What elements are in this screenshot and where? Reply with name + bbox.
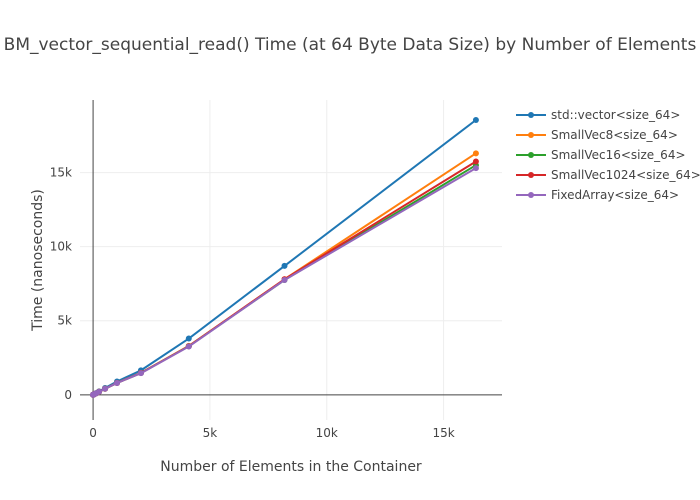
legend[interactable]: std::vector<size_64>SmallVec8<size_64>Sm… — [516, 108, 700, 202]
legend-label: FixedArray<size_64> — [551, 188, 679, 202]
data-point — [185, 343, 192, 350]
data-point — [102, 385, 109, 392]
data-point — [472, 158, 479, 165]
legend-marker-swatch — [528, 132, 534, 138]
data-point — [114, 379, 121, 386]
x-tick-label: 5k — [203, 426, 218, 440]
series-smallvec8-size-64- — [90, 150, 479, 398]
grid-layer — [80, 100, 502, 420]
series-fixedarray-size-64- — [90, 165, 479, 398]
legend-marker-swatch — [528, 192, 534, 198]
data-point — [472, 117, 479, 123]
legend-item[interactable]: SmallVec8<size_64> — [516, 128, 678, 142]
chart-title: BM_vector_sequential_read() Time (at 64 … — [4, 35, 697, 55]
axis-layer: 0 5k 10k 15k 0 5k 10k 15k — [50, 100, 502, 440]
legend-item[interactable]: SmallVec1024<size_64> — [516, 168, 700, 182]
data-point — [472, 165, 479, 172]
y-tick-label: 10k — [50, 240, 72, 254]
data-point — [281, 262, 288, 269]
y-tick-label: 0 — [64, 388, 72, 402]
data-point — [185, 335, 192, 342]
series-std-vector-size-64- — [90, 117, 479, 398]
x-tick-label: 10k — [316, 426, 338, 440]
x-tick-label: 15k — [432, 426, 454, 440]
data-point — [96, 388, 103, 395]
legend-item[interactable]: FixedArray<size_64> — [516, 188, 679, 202]
data-point — [472, 150, 479, 157]
legend-marker-swatch — [528, 112, 534, 118]
data-point — [137, 370, 144, 377]
y-tick-label: 5k — [57, 314, 72, 328]
series-line — [92, 152, 477, 396]
x-tick-label: 0 — [89, 426, 97, 440]
legend-label: SmallVec16<size_64> — [551, 148, 686, 162]
data-point — [281, 277, 288, 283]
y-axis-title: Time (nanoseconds) — [30, 189, 46, 332]
series-layer — [90, 117, 479, 398]
legend-marker-swatch — [528, 172, 534, 178]
legend-marker-swatch — [528, 152, 534, 158]
legend-label: std::vector<size_64> — [551, 108, 680, 122]
legend-item[interactable]: SmallVec16<size_64> — [516, 148, 686, 162]
y-tick-label: 15k — [50, 166, 72, 180]
series-line — [92, 119, 477, 396]
legend-item[interactable]: std::vector<size_64> — [516, 108, 680, 122]
legend-label: SmallVec8<size_64> — [551, 128, 678, 142]
legend-label: SmallVec1024<size_64> — [551, 168, 700, 182]
x-axis-title: Number of Elements in the Container — [160, 459, 422, 475]
